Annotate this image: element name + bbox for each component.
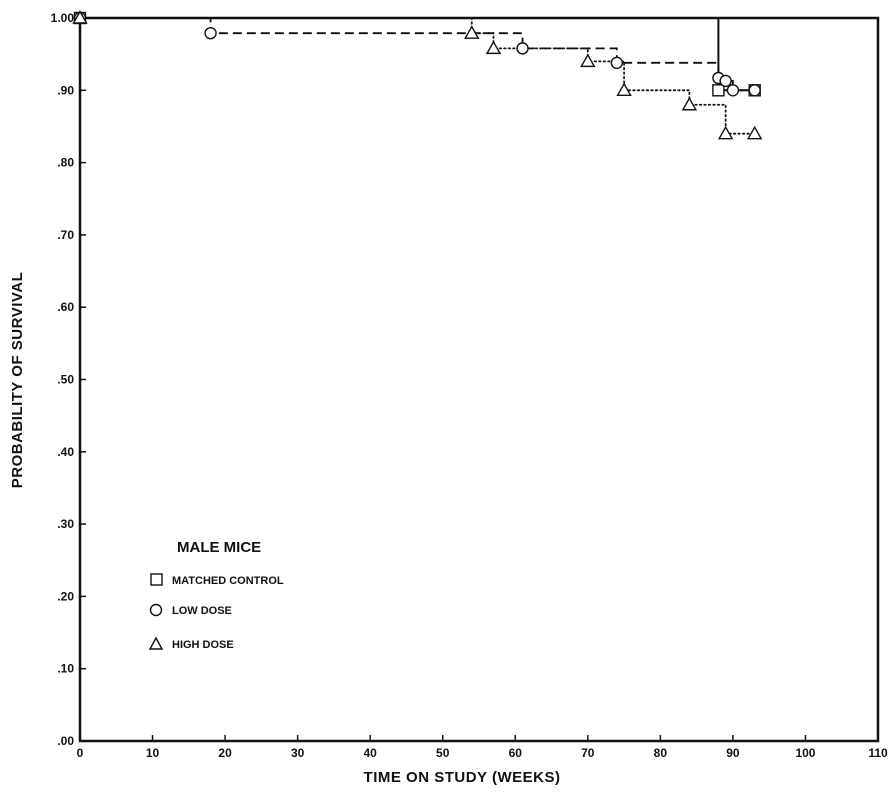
x-tick-label: 60 (509, 746, 523, 760)
x-tick-label: 0 (77, 746, 84, 760)
y-tick-label: .20 (57, 589, 74, 603)
x-tick-label: 10 (146, 746, 160, 760)
legend-marker-square (150, 573, 163, 586)
x-tick-label: 90 (726, 746, 740, 760)
x-tick-label: 50 (436, 746, 450, 760)
y-tick-label: 1.00 (51, 11, 75, 25)
plot-area-frame (78, 16, 880, 743)
marker-circle-low-dose (516, 42, 529, 55)
legend-marker-triangle (148, 636, 164, 650)
marker-circle-low-dose (748, 84, 761, 97)
series-line-high-dose (79, 17, 756, 135)
legend-label-high-dose: HIGH DOSE (172, 639, 234, 651)
y-tick-label: .10 (57, 662, 74, 676)
x-tick-label: 70 (581, 746, 595, 760)
series-lines (79, 17, 756, 135)
x-axis: 0 10 20 30 40 50 60 70 80 90 100 110 (77, 735, 888, 760)
x-tick-label: 110 (868, 746, 888, 760)
marker-circle-low-dose (610, 56, 624, 70)
series-line-matched-control (80, 17, 755, 92)
y-tick-label: .40 (57, 445, 74, 459)
legend-title: MALE MICE (177, 539, 261, 556)
marker-triangle-high-dose (681, 96, 698, 111)
y-axis: .00 .10 .20 .30 .40 .50 .60 .70 .80 .90 1.00 (51, 11, 86, 748)
marker-triangle-high-dose (464, 25, 480, 39)
marker-triangle-high-dose (72, 10, 88, 24)
marker-circle-low-dose (726, 84, 740, 97)
y-tick-label: .90 (57, 83, 74, 97)
x-tick-label: 20 (218, 746, 232, 760)
y-tick-label: .00 (57, 734, 74, 748)
y-axis-title: PROBABILITY OF SURVIVAL (9, 272, 26, 489)
legend: MALE MICE MATCHED CONTROL LOW DOSE HIGH … (148, 539, 284, 651)
x-tick-label: 100 (795, 746, 815, 760)
legend-marker-circle (149, 603, 163, 617)
x-tick-label: 40 (364, 746, 378, 760)
marker-triangle-high-dose (616, 82, 632, 97)
marker-triangle-high-dose (580, 53, 596, 68)
marker-triangle-high-dose (717, 125, 734, 140)
marker-triangle-high-dose (485, 40, 502, 55)
x-tick-label: 80 (654, 746, 668, 760)
y-tick-label: .60 (57, 300, 74, 314)
series-markers (72, 10, 763, 140)
y-tick-label: .50 (57, 373, 74, 387)
legend-label-low-dose: LOW DOSE (172, 605, 232, 617)
x-tick-label: 30 (291, 746, 305, 760)
legend-label-matched-control: MATCHED CONTROL (172, 575, 284, 587)
y-tick-label: .30 (57, 517, 74, 531)
marker-circle-low-dose (719, 74, 732, 88)
marker-triangle-high-dose (746, 125, 763, 140)
series-line-low-dose (80, 17, 755, 92)
y-tick-label: .70 (57, 228, 74, 242)
marker-square-matched-control (712, 84, 725, 97)
x-axis-title: TIME ON STUDY (WEEKS) (364, 769, 561, 786)
marker-circle-low-dose (204, 26, 217, 40)
y-tick-label: .80 (57, 156, 74, 170)
